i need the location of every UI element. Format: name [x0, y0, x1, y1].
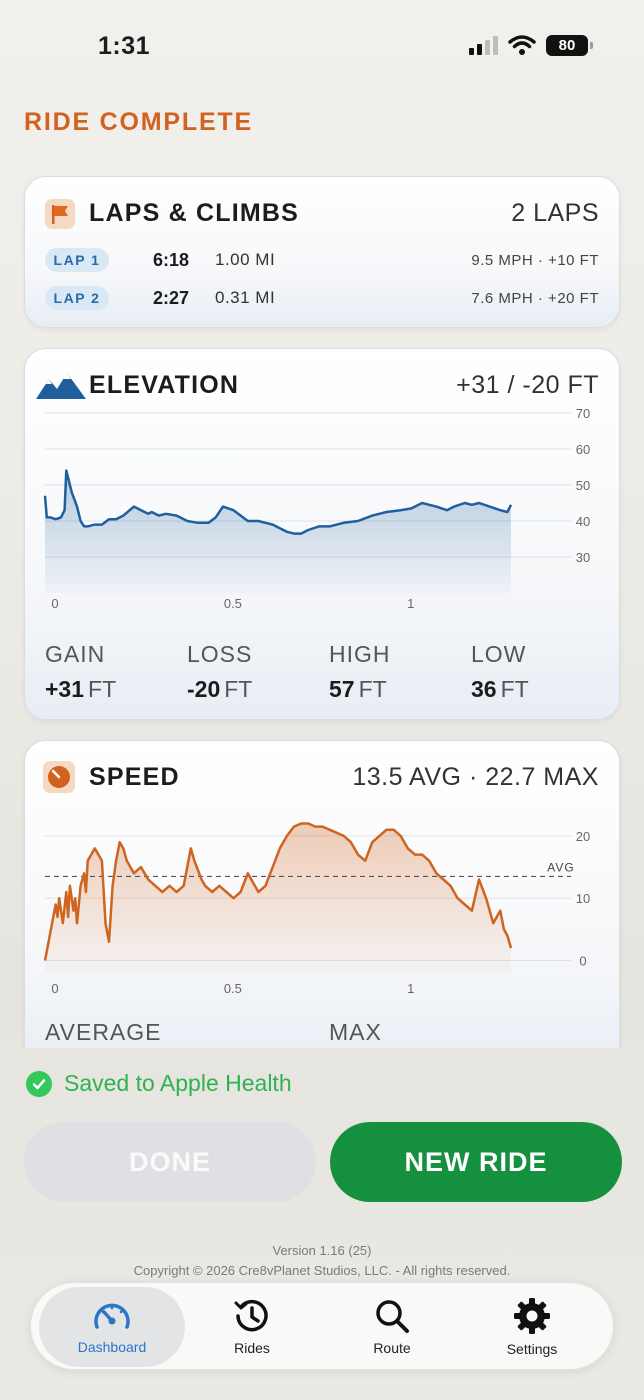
- laps-title: LAPS & CLIMBS: [89, 199, 300, 227]
- status-icons: 80: [469, 34, 593, 56]
- series-line: [43, 469, 513, 535]
- checkmark-icon: [26, 1070, 52, 1097]
- done-button[interactable]: DONE: [24, 1122, 316, 1202]
- history-clock-icon: [234, 1299, 268, 1332]
- elevation-summary: +31 / -20 FT: [456, 371, 599, 399]
- elevation-title: ELEVATION: [89, 371, 240, 399]
- speed-chart: 20 10 0 0 0.5 1 AVG: [43, 822, 590, 996]
- speedometer-icon: [43, 761, 75, 793]
- tab-bar: Dashboard Rides Route: [30, 1282, 614, 1370]
- lap-badge: LAP 2: [45, 286, 109, 310]
- lap-row[interactable]: LAP 1 6:18 1.00 MI 9.5 MPH · +10 FT: [45, 247, 599, 273]
- laps-card: LAPS & CLIMBS 2 LAPS LAP 1 6:18 1.00 MI …: [24, 176, 620, 328]
- lap-distance: 0.31 MI: [215, 288, 276, 307]
- stat-label: LOSS: [187, 641, 253, 667]
- elevation-card: ELEVATION +31 / -20 FT 70 60 50 40 30 0 0.5 1 G…: [24, 348, 620, 720]
- tab-dashboard[interactable]: Dashboard: [39, 1287, 185, 1367]
- tab-label: Settings: [506, 1341, 558, 1357]
- y-tick-label: 0: [579, 954, 586, 969]
- lap-row[interactable]: LAP 2 2:27 0.31 MI 7.6 MPH · +20 FT: [45, 285, 599, 311]
- stat-average-label: AVERAGE: [45, 1019, 162, 1045]
- x-tick-label: 1: [407, 596, 414, 611]
- stat-label: HIGH: [329, 641, 391, 667]
- new-ride-button[interactable]: NEW RIDE: [330, 1122, 622, 1202]
- gear-icon: [514, 1298, 550, 1334]
- version-text: Version 1.16 (25): [272, 1243, 372, 1258]
- elevation-chart: 70 60 50 40 30 0 0.5 1: [43, 406, 590, 611]
- page-title: RIDE COMPLETE: [24, 108, 253, 136]
- stat-value: 57 FT: [329, 676, 387, 702]
- tab-label: Dashboard: [77, 1339, 147, 1355]
- stat-loss: LOSS -20 FT: [187, 641, 252, 703]
- series-area: [45, 470, 511, 593]
- x-tick-label: 0: [51, 981, 58, 996]
- y-tick-label: 20: [576, 829, 590, 844]
- version-footer: Version 1.16 (25) Copyright © 2026 Cre8v…: [0, 1241, 644, 1281]
- stat-value: +31 FT: [45, 676, 117, 702]
- speedometer-icon: [94, 1303, 130, 1329]
- y-tick-label: 50: [576, 478, 590, 493]
- tab-rides[interactable]: Rides: [179, 1287, 325, 1367]
- y-tick-label: 40: [576, 514, 590, 529]
- stat-low: LOW 36 FT: [471, 641, 529, 703]
- x-tick-label: 0: [51, 596, 58, 611]
- stat-high: HIGH 57 FT: [329, 641, 391, 703]
- x-tick-label: 1: [407, 981, 414, 996]
- average-label: AVG: [547, 860, 574, 874]
- cellular-signal-icon: [469, 35, 498, 55]
- status-time: 1:31: [98, 32, 151, 60]
- tab-settings[interactable]: Settings: [459, 1287, 605, 1367]
- y-tick-label: 30: [576, 550, 590, 565]
- magnifier-icon: [376, 1300, 409, 1333]
- lap-meta: 7.6 MPH · +20 FT: [471, 289, 599, 307]
- flag-icon: [45, 199, 75, 229]
- lap-meta: 9.5 MPH · +10 FT: [471, 251, 599, 269]
- lap-time: 6:18: [153, 249, 190, 270]
- stat-value: 36 FT: [471, 676, 529, 702]
- y-tick-label: 60: [576, 442, 590, 457]
- speed-summary: 13.5 AVG · 22.7 MAX: [352, 763, 599, 791]
- wifi-icon: [508, 35, 536, 55]
- speed-title: SPEED: [89, 763, 180, 791]
- stat-gain: GAIN +31 FT: [45, 641, 116, 703]
- series-line: [43, 822, 513, 961]
- tab-label: Rides: [234, 1340, 270, 1356]
- stat-max-label: MAX: [329, 1019, 382, 1045]
- stat-label: LOW: [471, 641, 527, 667]
- stat-label: GAIN: [45, 641, 106, 667]
- speed-card: SPEED 13.5 AVG · 22.7 MAX 20 10 0 0 0.5 1 AVG …: [24, 740, 620, 1048]
- lap-time: 2:27: [153, 287, 190, 308]
- copyright-text: Copyright © 2026 Cre8vPlanet Studios, LL…: [133, 1263, 511, 1278]
- health-status: Saved to Apple Health: [26, 1070, 292, 1097]
- ride-summary-scroll[interactable]: LAPS & CLIMBS 2 LAPS LAP 1 6:18 1.00 MI …: [0, 160, 644, 1048]
- laps-count: 2 LAPS: [511, 199, 599, 227]
- tab-label: Route: [373, 1340, 411, 1356]
- x-tick-label: 0.5: [224, 981, 242, 996]
- battery-indicator: 80: [546, 34, 593, 56]
- lap-badge: LAP 1: [45, 248, 109, 272]
- y-tick-label: 10: [576, 891, 590, 906]
- mountains-icon: [36, 373, 86, 399]
- lap-distance: 1.00 MI: [215, 250, 276, 269]
- health-status-text: Saved to Apple Health: [64, 1070, 292, 1096]
- x-tick-label: 0.5: [224, 596, 242, 611]
- series-area: [45, 823, 511, 973]
- stat-value: -20 FT: [187, 676, 253, 702]
- status-bar: 1:31 80: [0, 0, 644, 96]
- tab-route[interactable]: Route: [319, 1287, 465, 1367]
- y-tick-label: 70: [576, 406, 590, 421]
